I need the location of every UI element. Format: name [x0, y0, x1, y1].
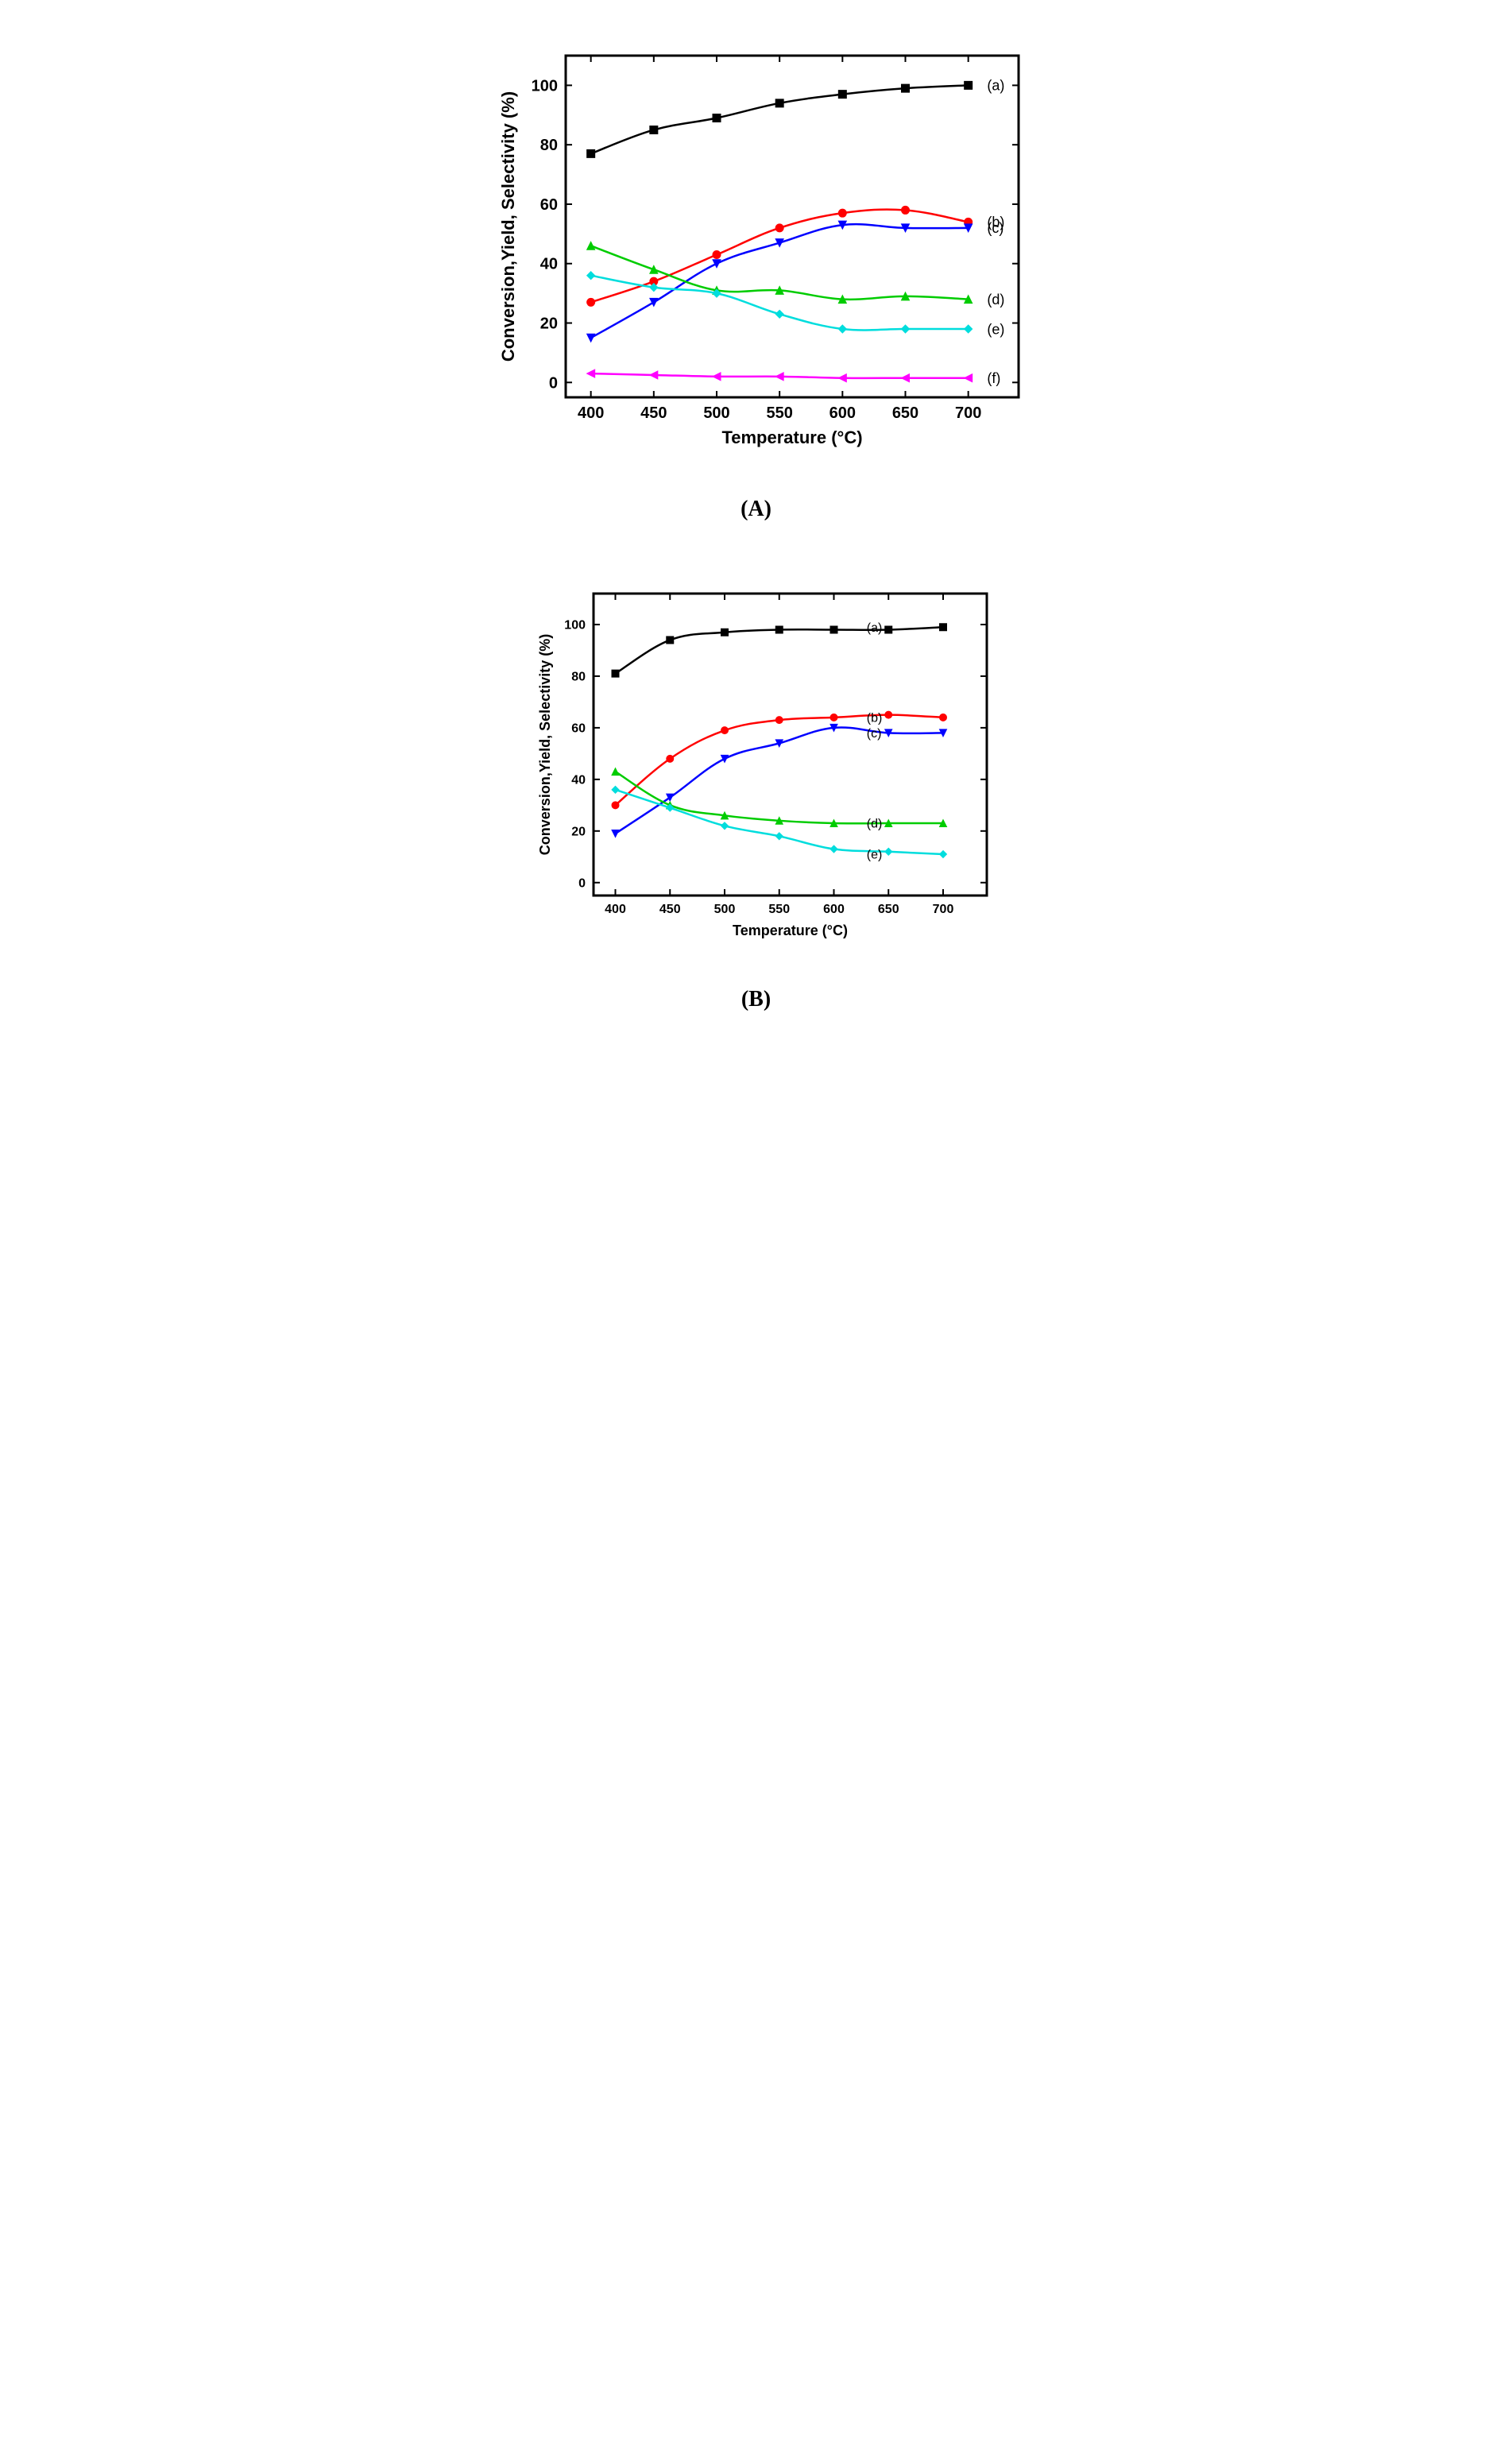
svg-text:700: 700 — [932, 903, 953, 916]
svg-text:0: 0 — [578, 876, 586, 890]
svg-text:650: 650 — [877, 903, 899, 916]
svg-text:100: 100 — [531, 77, 557, 95]
svg-text:60: 60 — [539, 196, 557, 214]
svg-text:Conversion,Yield, Selectivity: Conversion,Yield, Selectivity (%) — [537, 634, 553, 855]
chart-a-svg: 400 450 500 550 600 650 700 0 20 40 60 80 100 Tempera… — [470, 32, 1042, 477]
svg-text:600: 600 — [823, 903, 845, 916]
svg-text:650: 650 — [891, 404, 918, 422]
svg-text:80: 80 — [539, 137, 557, 154]
svg-text:(b): (b) — [866, 711, 882, 725]
svg-text:(c): (c) — [987, 220, 1003, 236]
svg-text:550: 550 — [766, 404, 792, 422]
chart-b-svg: 400 450 500 550 600 650 700 0 20 40 60 80 100 Tempera… — [502, 570, 1011, 967]
svg-text:100: 100 — [564, 619, 586, 633]
svg-text:Temperature (°C): Temperature (°C) — [733, 923, 848, 938]
svg-text:(c): (c) — [866, 727, 881, 741]
svg-text:40: 40 — [539, 256, 557, 273]
svg-text:40: 40 — [571, 773, 586, 787]
panel-label-a: (A) — [470, 497, 1042, 522]
svg-text:(e): (e) — [866, 849, 882, 862]
svg-text:450: 450 — [659, 903, 680, 916]
svg-text:20: 20 — [571, 825, 586, 838]
svg-text:(d): (d) — [987, 292, 1004, 308]
svg-text:(a): (a) — [866, 621, 882, 635]
svg-text:400: 400 — [605, 903, 626, 916]
svg-text:400: 400 — [577, 404, 603, 422]
svg-text:500: 500 — [703, 404, 729, 422]
svg-text:80: 80 — [571, 671, 586, 684]
svg-text:Temperature (°C): Temperature (°C) — [721, 427, 862, 447]
svg-text:(f): (f) — [987, 370, 1000, 386]
svg-text:20: 20 — [539, 315, 557, 333]
svg-text:(d): (d) — [866, 818, 882, 831]
chart-a-container: 400 450 500 550 600 650 700 0 20 40 60 80 100 Tempera… — [470, 32, 1042, 522]
svg-text:Conversion,Yield, Selectivity: Conversion,Yield, Selectivity (%) — [498, 91, 518, 362]
svg-text:550: 550 — [768, 903, 790, 916]
svg-text:500: 500 — [713, 903, 735, 916]
svg-text:450: 450 — [640, 404, 667, 422]
svg-text:700: 700 — [954, 404, 980, 422]
svg-text:(a): (a) — [987, 78, 1004, 94]
svg-text:0: 0 — [548, 374, 557, 392]
chart-b-container: 400 450 500 550 600 650 700 0 20 40 60 80 100 Tempera… — [502, 570, 1011, 1012]
svg-text:600: 600 — [829, 404, 855, 422]
svg-text:60: 60 — [571, 722, 586, 735]
svg-text:(e): (e) — [987, 321, 1004, 337]
panel-label-b: (B) — [502, 987, 1011, 1012]
